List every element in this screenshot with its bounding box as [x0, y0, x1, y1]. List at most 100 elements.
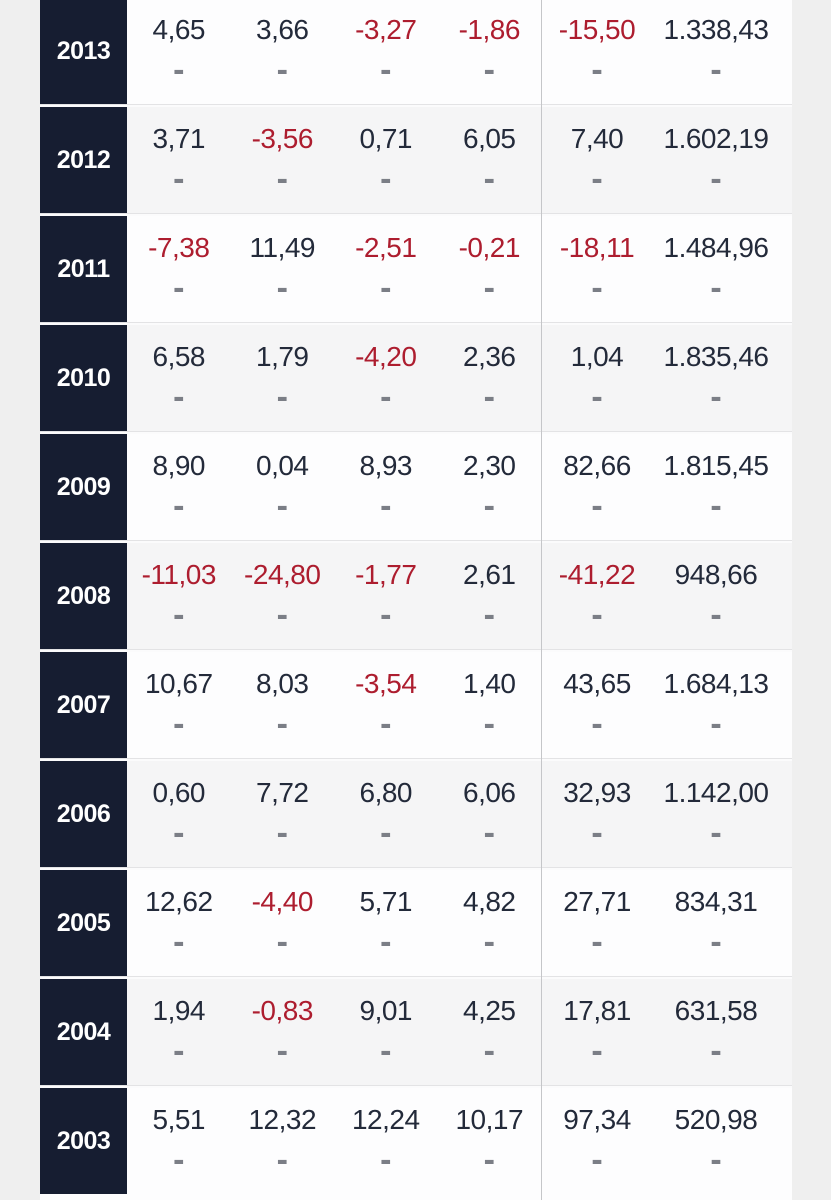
cell-subvalue-dash: -	[483, 1141, 495, 1179]
cell-subvalue-dash: -	[710, 814, 722, 852]
cell-subvalue-dash: -	[276, 487, 288, 525]
cell-subvalue-dash: -	[710, 269, 722, 307]
summary-cell-group: 97,34 - 520,98 -	[541, 1088, 792, 1194]
data-cell: 82,66 -	[541, 434, 653, 540]
cell-subvalue-dash: -	[591, 160, 603, 198]
data-cell: 4,65 -	[127, 0, 231, 104]
cell-value: 2,30	[463, 450, 516, 481]
data-cell: 8,93 -	[334, 434, 438, 540]
cell-value: 2,36	[463, 341, 516, 372]
data-cell: -11,03 -	[127, 543, 231, 649]
cell-subvalue-dash: -	[591, 487, 603, 525]
cell-subvalue-dash: -	[173, 1141, 185, 1179]
cell-value: -3,56	[251, 123, 314, 154]
summary-cell-group: 1,04 - 1.835,46 -	[541, 325, 792, 431]
data-cell: 834,31 -	[653, 870, 779, 976]
data-cell: 43,65 -	[541, 652, 653, 758]
summary-cell-group: -18,11 - 1.484,96 -	[541, 216, 792, 322]
data-cell: 6,80 -	[334, 761, 438, 867]
summary-cell-group: 17,81 - 631,58 -	[541, 979, 792, 1085]
cell-value: 1.484,96	[663, 232, 770, 263]
row-year-header: 2003	[40, 1088, 127, 1194]
row-separator	[40, 867, 792, 870]
table-row: 2005 12,62- -4,40-5,71-4,82- 27,71-834,31…	[40, 870, 792, 976]
cell-subvalue-dash: -	[483, 160, 495, 198]
table-row: 2009 8,90-0,04-8,93-2,30- 82,66-1.815,45…	[40, 434, 792, 540]
cell-subvalue-dash: -	[380, 1141, 392, 1179]
data-cell: 1.835,46 -	[653, 325, 779, 431]
cell-subvalue-dash: -	[173, 923, 185, 961]
cell-value: 1.602,19	[663, 123, 770, 154]
cell-subvalue-dash: -	[380, 1032, 392, 1070]
cell-value: 8,93	[359, 450, 413, 481]
cell-value: 8,90	[152, 450, 206, 481]
cell-value: -7,38	[148, 232, 210, 263]
cell-subvalue-dash: -	[483, 51, 495, 89]
year-label: 2011	[57, 254, 110, 283]
cell-subvalue-dash: -	[591, 378, 603, 416]
cell-value: 1,04	[570, 341, 624, 372]
data-cell: -7,38 -	[127, 216, 231, 322]
returns-cell-group: 1,94 - -0,83 - 9,01 - 4,25 -	[127, 979, 541, 1085]
row-separator	[40, 431, 792, 434]
cell-value: -24,80	[244, 559, 321, 590]
cell-value: 1.684,13	[663, 668, 770, 699]
row-year-header: 2010	[40, 325, 127, 431]
data-cell: -1,86 -	[438, 0, 542, 104]
cell-subvalue-dash: -	[591, 51, 603, 89]
cell-subvalue-dash: -	[380, 814, 392, 852]
year-label: 2004	[56, 1017, 111, 1046]
cell-subvalue-dash: -	[710, 596, 722, 634]
row-year-header: 2012	[40, 107, 127, 213]
data-cell: 8,03 -	[231, 652, 335, 758]
cell-value: -1,86	[458, 14, 521, 45]
row-year-header: 2007	[40, 652, 127, 758]
cell-subvalue-dash: -	[591, 923, 603, 961]
row-year-header: 2005	[40, 870, 127, 976]
cell-subvalue-dash: -	[276, 705, 288, 743]
data-cell: 0,71 -	[334, 107, 438, 213]
cell-subvalue-dash: -	[276, 596, 288, 634]
cell-value: 27,71	[563, 886, 631, 917]
cell-value: -18,11	[559, 232, 635, 263]
cell-value: 82,66	[563, 450, 631, 481]
data-cell: 7,72 -	[231, 761, 335, 867]
cell-subvalue-dash: -	[276, 1141, 288, 1179]
cell-value: -1,77	[355, 559, 417, 590]
cell-subvalue-dash: -	[173, 596, 185, 634]
row-separator	[40, 758, 792, 761]
cell-subvalue-dash: -	[173, 814, 185, 852]
cell-subvalue-dash: -	[710, 1032, 722, 1070]
cell-subvalue-dash: -	[380, 705, 392, 743]
cell-value: 17,81	[563, 995, 631, 1026]
data-cell: 1,04 -	[541, 325, 653, 431]
cell-subvalue-dash: -	[710, 51, 722, 89]
data-cell: -1,77 -	[334, 543, 438, 649]
cell-value: 43,65	[563, 668, 631, 699]
cell-value: 1.142,00	[663, 777, 770, 808]
cell-subvalue-dash: -	[173, 487, 185, 525]
data-cell: 6,06 -	[438, 761, 542, 867]
data-cell: 948,66 -	[653, 543, 779, 649]
data-cell: 97,34 -	[541, 1088, 653, 1194]
row-separator	[40, 540, 792, 543]
cell-value: -3,27	[355, 14, 417, 45]
cell-value: 7,40	[570, 123, 624, 154]
performance-table: 2013 4,65-3,66- -3,27- -1,86- -15,50-1.338…	[40, 0, 792, 1200]
row-year-header: 2009	[40, 434, 127, 540]
data-cell: 4,25 -	[438, 979, 542, 1085]
cell-value: 12,62	[144, 886, 213, 917]
data-cell: 6,05 -	[438, 107, 542, 213]
table-row: 2011 -7,38-11,49- -2,51- -0,21- -18,11-1.4…	[40, 216, 792, 322]
data-cell: 8,90 -	[127, 434, 231, 540]
data-cell: -4,20 -	[334, 325, 438, 431]
cell-subvalue-dash: -	[173, 51, 185, 89]
cell-value: -0,21	[458, 232, 521, 263]
data-cell: 1.484,96 -	[653, 216, 779, 322]
data-cell: 12,32 -	[231, 1088, 335, 1194]
cell-subvalue-dash: -	[173, 160, 185, 198]
returns-cell-group: 0,60 - 7,72 - 6,80 - 6,06 -	[127, 761, 541, 867]
summary-cell-group: -15,50 - 1.338,43 -	[541, 0, 792, 104]
cell-value: -4,40	[251, 886, 314, 917]
cell-value: 12,32	[248, 1104, 317, 1135]
